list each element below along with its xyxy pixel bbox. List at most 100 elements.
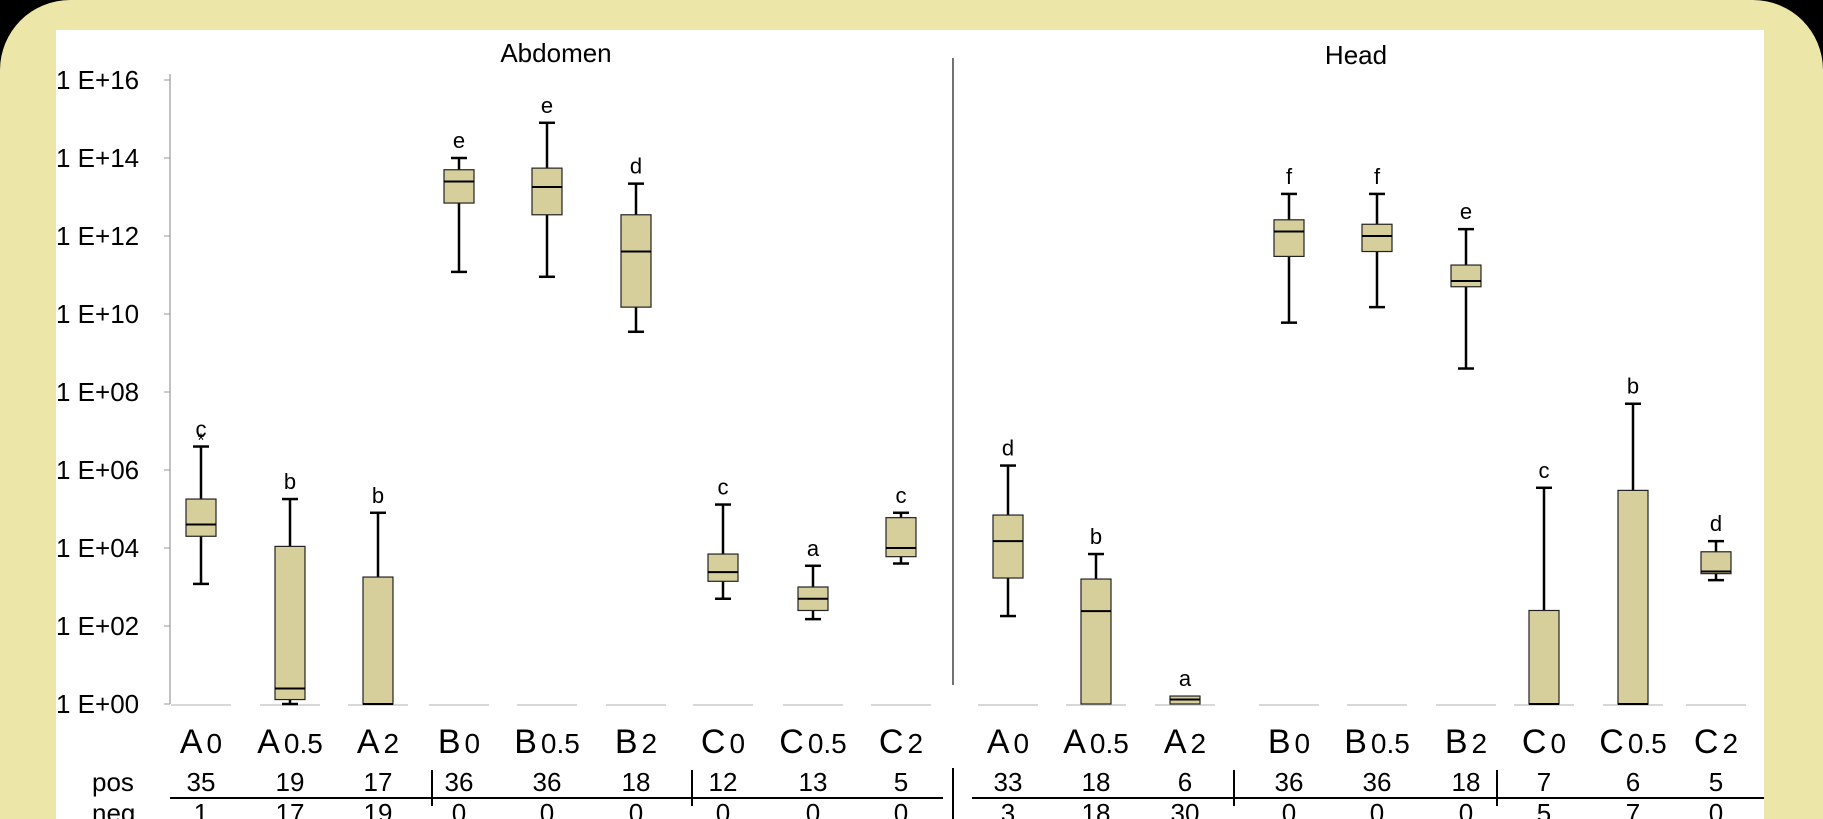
table-cell-neg: 0 [452, 798, 466, 819]
significance-letter: a [807, 536, 820, 561]
box-iqr [1361, 223, 1393, 253]
significance-letter: c [718, 475, 729, 500]
significance-letter: d [630, 154, 642, 179]
significance-marker: * [197, 431, 204, 451]
category-subscript: 0 [1014, 728, 1030, 759]
table-cell-neg: 18 [1082, 798, 1111, 819]
table-cell-neg: 0 [1459, 798, 1473, 819]
table-cell-pos: 7 [1537, 767, 1551, 797]
significance-letter: b [284, 469, 296, 494]
category-subscript: 2 [642, 728, 658, 759]
significance-letter: d [1002, 436, 1014, 461]
significance-letter: f [1374, 164, 1381, 189]
box-iqr [531, 167, 563, 216]
significance-letter: b [1090, 524, 1102, 549]
table-cell-neg: 7 [1626, 798, 1640, 819]
box-iqr [707, 553, 739, 582]
category-subscript: 2 [1472, 728, 1488, 759]
table-cell-neg: 0 [629, 798, 643, 819]
category-letter: C [1522, 723, 1547, 761]
category-letter: A [1164, 723, 1187, 761]
significance-letter: d [1710, 511, 1722, 536]
table-cell-pos: 35 [187, 767, 216, 797]
category-subscript: 0.5 [1090, 728, 1129, 759]
table-cell-neg: 19 [364, 798, 393, 819]
category-label: C 0.5 [1599, 723, 1667, 761]
table-cell-pos: 12 [709, 767, 738, 797]
table-cell-pos: 33 [994, 767, 1023, 797]
box-iqr [1528, 609, 1560, 705]
category-subscript: 0.5 [1371, 728, 1410, 759]
category-subscript: 0.5 [808, 728, 847, 759]
y-tick-label: 1 E+00 [56, 689, 139, 719]
category-letter: A [987, 723, 1010, 761]
category-letter: A [257, 723, 280, 761]
box-iqr [1450, 264, 1482, 288]
table-cell-pos: 17 [364, 767, 393, 797]
chart-title-abdomen: Abdomen [500, 38, 611, 68]
significance-letter: e [1460, 199, 1472, 224]
y-tick-label: 1 E+06 [56, 455, 139, 485]
table-cell-neg: 0 [894, 798, 908, 819]
table-row-label-neg: neg [92, 798, 135, 819]
box-iqr [1080, 578, 1112, 705]
table-cell-neg: 17 [276, 798, 305, 819]
table-cell-neg: 0 [716, 798, 730, 819]
category-label: B 0.5 [1344, 723, 1410, 761]
significance-letter: c [196, 417, 207, 442]
table-cell-neg: 30 [1171, 798, 1200, 819]
category-subscript: 0 [1295, 728, 1311, 759]
category-subscript: 0 [207, 728, 223, 759]
table-cell-pos: 18 [1082, 767, 1111, 797]
significance-letter: e [541, 93, 553, 118]
table-cell-pos: 36 [533, 767, 562, 797]
table-cell-pos: 18 [1452, 767, 1481, 797]
category-letter: A [1063, 723, 1086, 761]
category-subscript: 0 [1550, 728, 1566, 759]
y-tick-label: 1 E+10 [56, 299, 139, 329]
box-iqr [443, 169, 475, 204]
category-subscript: 2 [1191, 728, 1207, 759]
y-tick-label: 1 E+02 [56, 611, 139, 641]
table-row-label-pos: pos [92, 767, 134, 797]
y-tick-label: 1 E+14 [56, 143, 139, 173]
table-cell-neg: 1 [194, 798, 208, 819]
table-cell-neg: 0 [1709, 798, 1723, 819]
category-letter: A [180, 723, 203, 761]
table-cell-pos: 6 [1626, 767, 1640, 797]
table-cell-neg: 0 [806, 798, 820, 819]
category-subscript: 0.5 [284, 728, 323, 759]
table-cell-neg: 3 [1001, 798, 1015, 819]
category-letter: B [514, 723, 537, 761]
box-iqr [885, 517, 917, 558]
table-cell-pos: 6 [1178, 767, 1192, 797]
significance-letter: b [1627, 374, 1639, 399]
significance-letter: f [1286, 164, 1293, 189]
category-label: C 0.5 [779, 723, 847, 761]
category-letter: B [615, 723, 638, 761]
y-tick-label: 1 E+08 [56, 377, 139, 407]
box-iqr [620, 214, 652, 308]
chart-title-head: Head [1325, 40, 1387, 70]
y-tick-label: 1 E+04 [56, 533, 139, 563]
table-cell-pos: 36 [1363, 767, 1392, 797]
significance-letter: a [1179, 666, 1192, 691]
category-letter: B [1344, 723, 1367, 761]
table-cell-pos: 13 [799, 767, 828, 797]
table-cell-pos: 18 [622, 767, 651, 797]
category-subscript: 0 [465, 728, 481, 759]
category-subscript: 2 [907, 728, 923, 759]
category-letter: C [1694, 723, 1719, 761]
category-letter: C [879, 723, 904, 761]
category-letter: B [1445, 723, 1468, 761]
